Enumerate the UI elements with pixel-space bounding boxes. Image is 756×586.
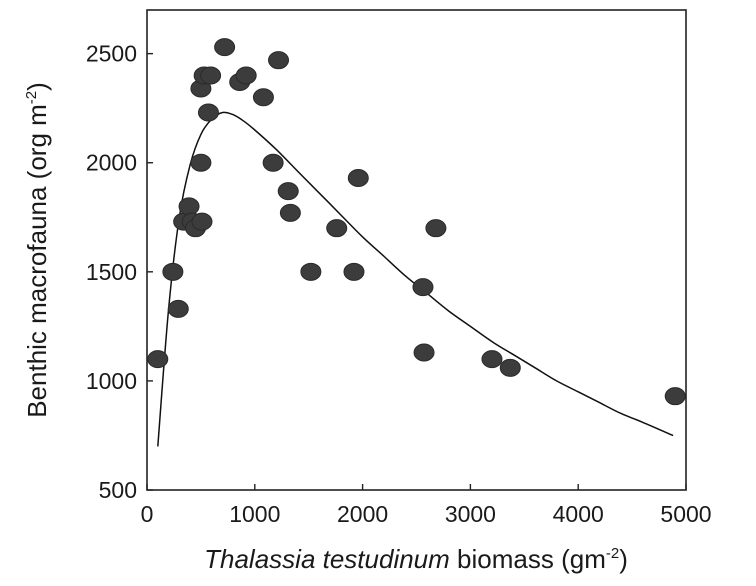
y-tick-label: 1000 [86,368,137,394]
y-axis-title: Benthic macrofauna (org m-2) [22,82,52,418]
data-point [326,219,348,238]
data-point [300,262,322,281]
y-tick-label: 2000 [86,150,137,176]
data-point [277,182,299,201]
data-point [191,212,213,231]
data-point [481,350,503,369]
data-point [214,38,236,57]
data-point [343,262,365,281]
data-point [200,66,222,85]
data-point [190,153,212,172]
x-tick-label: 3000 [445,501,496,527]
data-point [252,88,274,107]
data-point [413,343,435,362]
x-tick-label: 2000 [337,501,388,527]
x-tick-label: 0 [141,501,154,527]
x-tick-label: 1000 [229,501,280,527]
y-axis-title-close: ) [22,82,52,91]
data-point [412,278,434,297]
y-axis-title-superscript: -2 [23,91,40,104]
x-axis-title-text: biomass (gm [450,544,606,574]
data-point [197,103,219,122]
data-point [235,66,257,85]
data-point [178,197,200,216]
data-point [499,358,521,377]
data-point [147,350,169,369]
x-axis-title-superscript: -2 [606,545,619,562]
y-axis: 500 1000 1500 2000 2500 [86,41,153,503]
data-point [425,219,447,238]
data-points [147,38,686,406]
x-axis: 0 1000 2000 3000 4000 5000 [141,484,712,527]
data-point [268,51,290,70]
x-axis-title-italic: Thalassia testudinum [204,544,450,574]
data-point [664,387,686,406]
x-axis-title-close: ) [619,544,628,574]
y-axis-title-text: Benthic macrofauna (org m [22,104,52,418]
x-tick-label: 5000 [660,501,711,527]
fit-curve [157,111,674,447]
data-point [167,299,189,318]
data-point [279,203,301,222]
data-point [347,169,369,187]
y-tick-label: 500 [99,477,137,503]
y-tick-label: 2500 [86,41,137,67]
x-tick-label: 4000 [553,501,604,527]
x-axis-title: Thalassia testudinum biomass (gm-2) [204,544,628,574]
data-point [162,262,184,281]
plot-frame [146,9,687,491]
data-point [262,153,284,172]
y-tick-label: 1500 [86,259,137,285]
